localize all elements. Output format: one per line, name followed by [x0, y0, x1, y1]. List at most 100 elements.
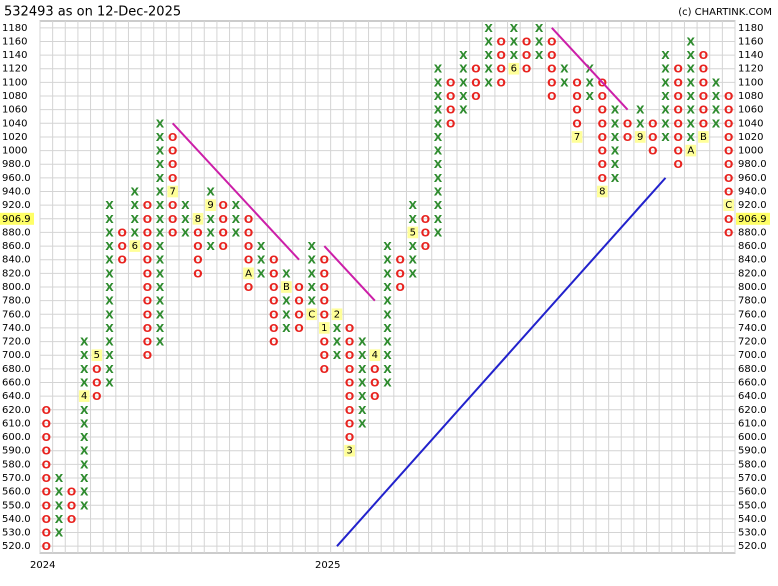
month-marker-box — [723, 199, 734, 211]
box: X — [80, 404, 89, 417]
box: O — [42, 486, 51, 499]
month-marker-box — [243, 267, 254, 280]
box: X — [585, 76, 594, 89]
box: X — [383, 376, 392, 389]
box: X — [611, 172, 620, 185]
y-tick-label-right: 1000 — [738, 146, 763, 157]
box: O — [193, 254, 202, 267]
box: O — [623, 117, 632, 130]
y-tick-label-left: 600.0 — [2, 432, 31, 443]
box: O — [345, 322, 354, 335]
box: X — [687, 35, 696, 48]
y-tick-label-right: 780.0 — [738, 296, 767, 307]
box: X — [712, 90, 721, 103]
month-marker-box — [281, 281, 292, 293]
box: X — [383, 363, 392, 376]
y-tick-label-left: 1000 — [2, 146, 27, 157]
x-tick-label: 2025 — [315, 560, 340, 571]
box: O — [395, 267, 404, 280]
box: O — [724, 226, 733, 239]
y-tick-label-left: 820.0 — [2, 268, 31, 279]
box: O — [117, 226, 126, 239]
box: O — [244, 213, 253, 226]
box: X — [687, 131, 696, 144]
box: O — [143, 254, 152, 267]
box: X — [232, 226, 241, 239]
box: X — [611, 158, 620, 171]
y-tick-label-left: 1120 — [2, 64, 27, 75]
y-tick-label-left: 960.0 — [2, 173, 31, 184]
box: X — [55, 472, 64, 485]
box: X — [611, 104, 620, 117]
box: O — [67, 486, 76, 499]
box: O — [320, 295, 329, 308]
box: X — [156, 322, 165, 335]
y-tick-label-right: 550.0 — [738, 500, 767, 511]
box: X — [434, 117, 443, 130]
month-marker-box — [571, 131, 583, 143]
box: O — [724, 117, 733, 130]
box: X — [105, 336, 114, 349]
box: X — [105, 226, 114, 239]
month-marker: 9 — [207, 200, 213, 211]
box: O — [471, 76, 480, 89]
y-tick-label-right: 1140 — [738, 50, 763, 61]
box: O — [168, 158, 177, 171]
y-tick-label-left: 700.0 — [2, 350, 31, 361]
box: O — [547, 35, 556, 48]
box: O — [724, 172, 733, 185]
box: O — [471, 63, 480, 76]
y-tick-label-right: 1040 — [738, 118, 763, 129]
box: X — [156, 240, 165, 253]
box: O — [168, 213, 177, 226]
box: X — [409, 267, 418, 280]
box: X — [434, 186, 443, 199]
box: X — [560, 63, 569, 76]
box: X — [687, 49, 696, 62]
month-marker: C — [308, 309, 315, 320]
box: O — [547, 63, 556, 76]
box: O — [572, 104, 581, 117]
box: X — [257, 254, 266, 267]
box: O — [294, 281, 303, 294]
y-tick-label-left: 940.0 — [2, 187, 31, 198]
box: O — [294, 308, 303, 321]
box: O — [345, 376, 354, 389]
box: X — [282, 308, 291, 321]
box: O — [117, 240, 126, 253]
box: O — [320, 363, 329, 376]
box: O — [673, 63, 682, 76]
box: O — [547, 49, 556, 62]
y-tick-label-left: 1020 — [2, 132, 27, 143]
box: X — [484, 35, 493, 48]
box: X — [206, 240, 215, 253]
box: O — [320, 349, 329, 362]
box: X — [80, 417, 89, 430]
box: O — [294, 295, 303, 308]
y-tick-label-right: 530.0 — [738, 528, 767, 539]
box: X — [156, 117, 165, 130]
box: X — [687, 76, 696, 89]
box: O — [193, 240, 202, 253]
box: X — [105, 363, 114, 376]
box: X — [585, 90, 594, 103]
box: O — [269, 267, 278, 280]
box: X — [358, 363, 367, 376]
box: X — [307, 267, 316, 280]
box: X — [307, 295, 316, 308]
box: X — [156, 254, 165, 267]
box: X — [257, 240, 266, 253]
box: O — [345, 349, 354, 362]
box: X — [282, 295, 291, 308]
box: X — [459, 49, 468, 62]
box: O — [92, 376, 101, 389]
box: X — [206, 213, 215, 226]
y-tick-label-right: 1080 — [738, 91, 763, 102]
box: O — [294, 322, 303, 335]
y-tick-label-left: 780.0 — [2, 296, 31, 307]
box: O — [572, 117, 581, 130]
y-tick-label-left: 1180 — [2, 23, 27, 34]
box: X — [333, 349, 342, 362]
box: X — [156, 213, 165, 226]
y-tick-label-right: 1020 — [738, 132, 763, 143]
